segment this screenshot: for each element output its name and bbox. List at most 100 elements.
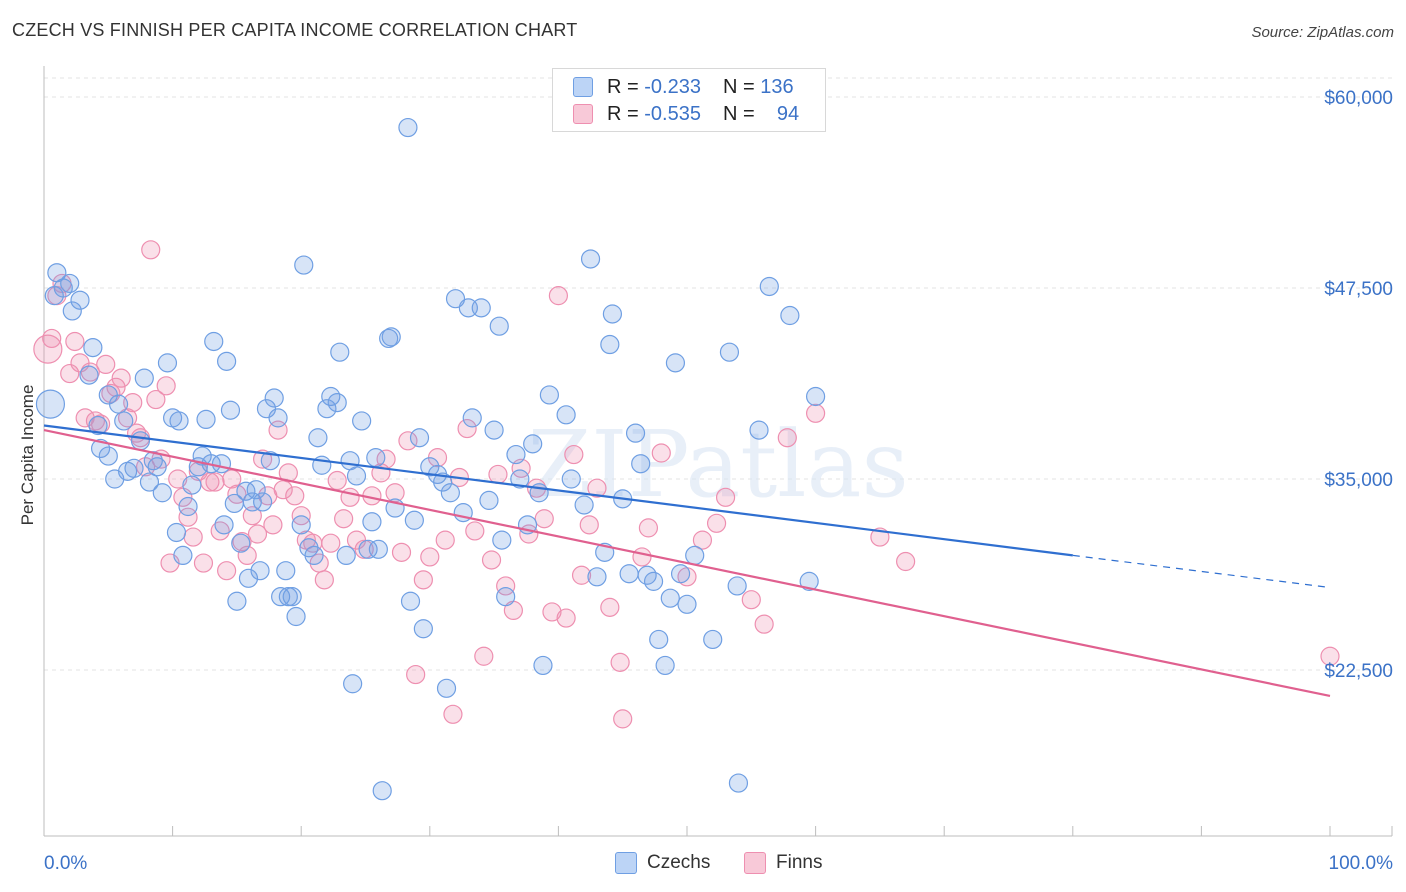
finns-point	[141, 240, 161, 260]
czechs-point	[805, 386, 826, 407]
czechs-point	[268, 408, 288, 428]
series-finns	[33, 240, 1340, 729]
finns-point	[488, 464, 508, 485]
finns-point	[285, 486, 305, 506]
finns-point	[242, 506, 262, 526]
czechs-point	[649, 629, 669, 650]
czechs-point	[398, 117, 418, 138]
czechs-point	[643, 571, 664, 591]
finns-point	[406, 664, 426, 685]
czechs-point	[336, 545, 356, 566]
czechs-point	[703, 629, 723, 650]
czechs-point	[327, 393, 347, 413]
legend-item-czechs[interactable]: Czechs	[615, 852, 710, 874]
finns-point	[33, 334, 63, 364]
finns-n-value: 94	[776, 102, 800, 125]
n-label: N =	[722, 102, 755, 125]
czechs-point	[561, 469, 581, 489]
czechs-point	[479, 490, 499, 510]
finns-point	[548, 286, 569, 306]
czechs-point	[489, 316, 509, 336]
czechs-point	[404, 510, 424, 530]
czechs-point	[462, 408, 482, 428]
finns-point	[587, 478, 607, 498]
czechs-point	[246, 480, 266, 500]
finns-point	[443, 704, 463, 724]
finns-point	[457, 418, 477, 439]
czechs-point	[317, 399, 337, 419]
czechs-point	[60, 273, 80, 294]
czechs-point	[182, 475, 202, 495]
czechs-point	[173, 545, 193, 566]
czechs-point	[660, 588, 680, 608]
czechs-point	[759, 276, 779, 297]
finns-point	[600, 597, 620, 617]
series-czechs	[35, 117, 826, 801]
czechs-point	[510, 469, 530, 489]
czechs-point	[250, 561, 270, 581]
finns-point	[420, 547, 440, 567]
finns-point	[398, 431, 418, 451]
czechs-point	[139, 472, 160, 492]
finns-point	[193, 553, 214, 573]
czechs-point	[220, 400, 241, 420]
czechs-legend-swatch	[615, 852, 637, 874]
czechs-point	[655, 655, 675, 676]
finns-point	[413, 570, 433, 590]
finns-point	[715, 487, 736, 507]
czechs-point	[372, 781, 392, 801]
czechs-point	[368, 539, 388, 559]
chart-title: CZECH VS FINNISH PER CAPITA INCOME CORRE…	[12, 20, 578, 40]
finns-point	[334, 509, 354, 529]
czechs-point	[35, 389, 66, 419]
czechs-point	[670, 564, 691, 584]
finns-point	[496, 576, 516, 596]
finns-point	[65, 331, 85, 352]
czechs-point	[62, 301, 82, 321]
n-label: N =	[722, 75, 755, 98]
czechs-point	[169, 411, 189, 431]
czechs-point	[253, 492, 273, 512]
czechs-point	[471, 298, 491, 318]
finns-point	[556, 608, 576, 628]
czechs-point	[98, 446, 118, 466]
finns-point	[183, 527, 203, 547]
finns-r-value: -0.535	[644, 102, 701, 125]
finns-point	[481, 550, 502, 570]
finns-point	[321, 533, 341, 553]
czechs-point	[352, 411, 372, 431]
finns-point	[542, 602, 562, 622]
czechs-point	[749, 420, 769, 440]
czechs-point	[346, 466, 367, 486]
czechs-point	[440, 483, 460, 503]
y-tick-label: $47,500	[1324, 279, 1393, 300]
czechs-point	[196, 409, 216, 430]
finns-point	[263, 515, 283, 535]
czechs-point	[124, 458, 144, 478]
czechs-point	[492, 530, 512, 550]
czechs-point	[436, 678, 457, 698]
finns-swatch	[573, 104, 593, 124]
finns-point	[579, 515, 599, 535]
czechs-point	[147, 457, 167, 477]
legend-item-finns[interactable]: Finns	[744, 852, 822, 874]
czechs-point	[728, 773, 749, 793]
czechs-point	[780, 305, 800, 326]
czechs-point	[286, 606, 306, 627]
czechs-point	[420, 457, 440, 477]
czechs-point	[88, 415, 108, 436]
finns-point	[632, 547, 652, 567]
finns-point	[178, 507, 198, 527]
finns-point	[146, 389, 166, 410]
finns-point	[247, 524, 268, 544]
watermark: ZIPatlas	[527, 411, 908, 518]
czechs-point	[134, 368, 154, 388]
czechs-point	[217, 351, 237, 371]
czechs-point	[727, 576, 747, 596]
finns-legend-label: Finns	[776, 852, 823, 873]
czechs-point	[484, 420, 504, 440]
czechs-point	[677, 594, 697, 614]
finns-point	[610, 652, 630, 672]
czechs-point	[90, 438, 111, 459]
x-tick-label: 0.0%	[44, 853, 87, 874]
